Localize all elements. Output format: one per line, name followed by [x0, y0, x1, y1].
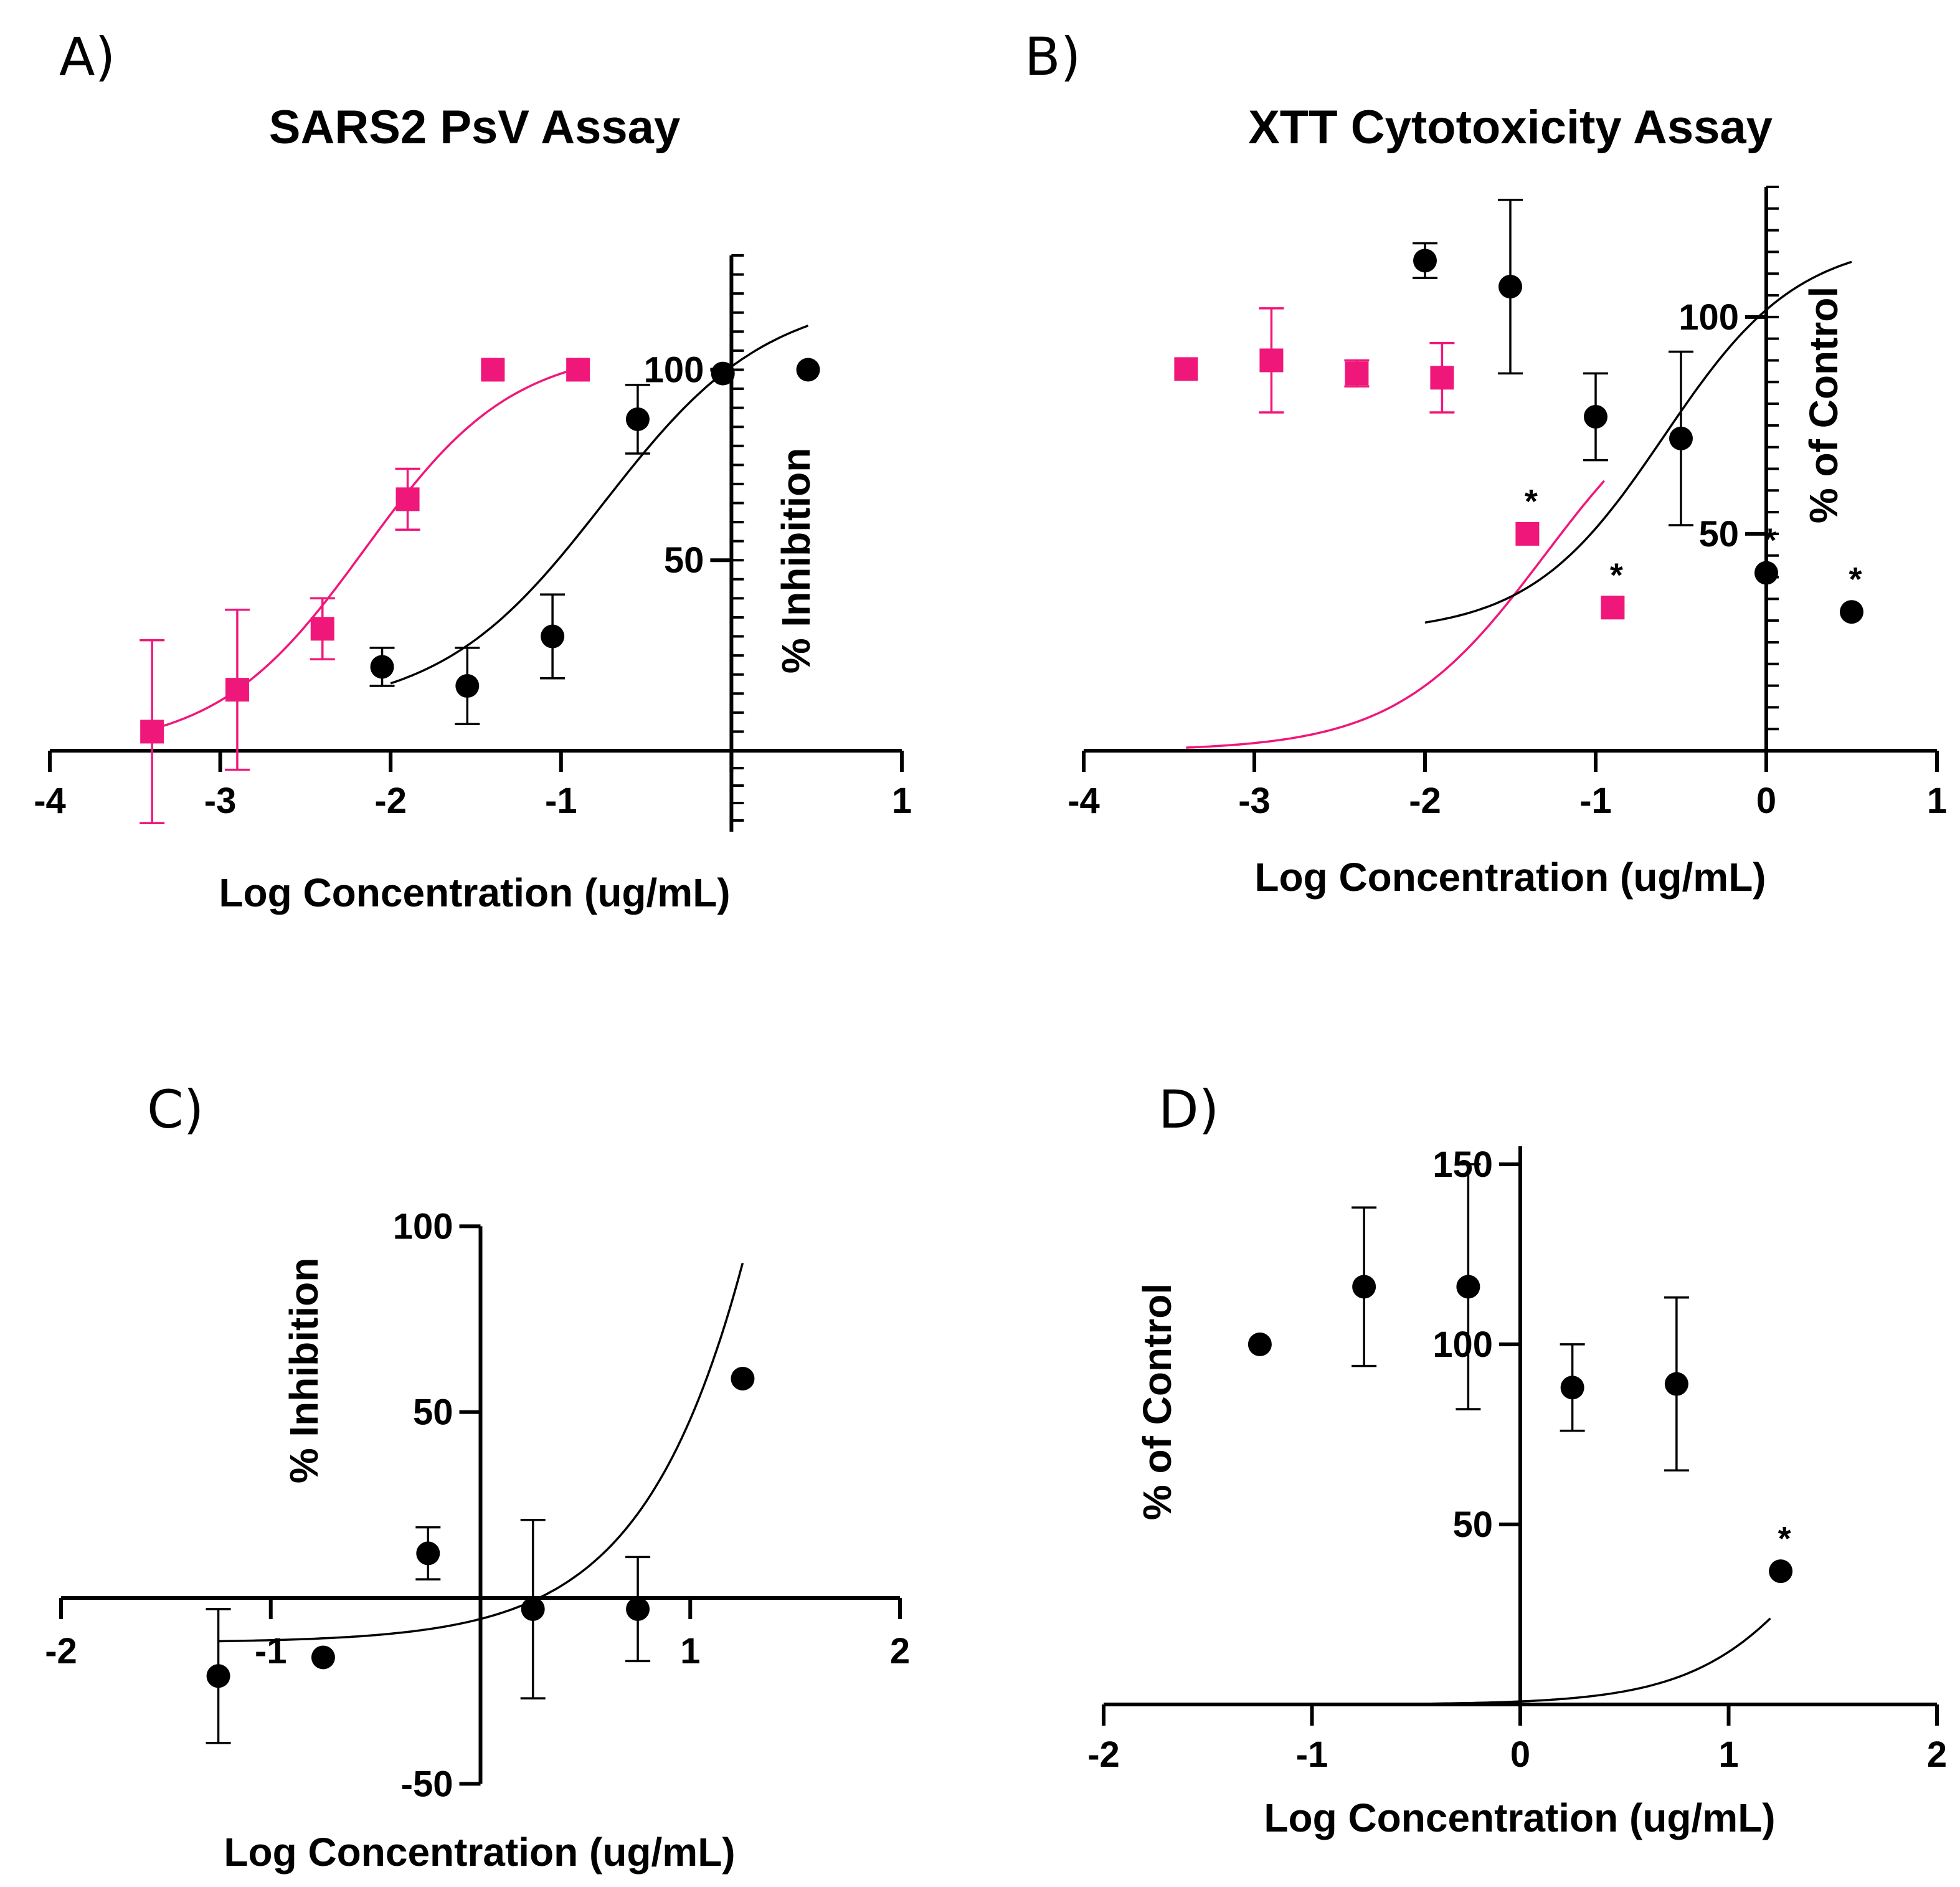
data-point-black: [1560, 1376, 1584, 1400]
significance-star: *: [1525, 483, 1538, 520]
x-tick-label: -2: [45, 1631, 77, 1671]
x-tick-label: -2: [1087, 1734, 1120, 1775]
fit-curve-black: [390, 325, 809, 685]
x-axis-label: Log Concentration (ug/mL): [1264, 1795, 1775, 1840]
data-point-pink: [1430, 366, 1454, 390]
fit-curve-black: [218, 1262, 744, 1643]
data-point-black: [1840, 600, 1863, 624]
data-point-black: [455, 674, 480, 698]
x-tick-label: 0: [1510, 1734, 1530, 1775]
data-point-black: [625, 407, 650, 431]
data-point-black: [1584, 404, 1607, 429]
panel-label: C): [147, 1079, 204, 1140]
data-point-pink: [566, 358, 590, 382]
x-tick-label: -1: [1296, 1734, 1328, 1775]
y-tick-label: 50: [1698, 514, 1739, 554]
data-point-black: [1498, 275, 1522, 299]
x-tick-label: -2: [374, 781, 407, 821]
x-tick-label: 0: [1756, 781, 1776, 821]
fit-curve-black: [1312, 1617, 1771, 1706]
y-tick-label: -50: [401, 1764, 453, 1804]
data-point-pink: [310, 617, 334, 641]
panel-c: C) -2 -1 1 2 -50 50 100 Log Concentration (ug/mL…: [45, 1079, 910, 1875]
data-point-black: [206, 1664, 230, 1688]
x-tick-label: -1: [255, 1631, 287, 1671]
panel-label: B): [1025, 26, 1081, 87]
fit-curve-pink: [151, 369, 570, 731]
y-tick-label: 50: [413, 1392, 453, 1433]
x-tick-label: 2: [1927, 1734, 1947, 1775]
y-tick-label: 50: [1452, 1504, 1493, 1545]
data-point-black: [311, 1645, 335, 1670]
y-axis-label: % of Control: [1135, 1283, 1180, 1520]
y-axis-label: % Inhibition: [282, 1258, 326, 1484]
y-tick-label: 100: [1432, 1324, 1493, 1365]
y-axis-label: % of Control: [1801, 287, 1846, 523]
panel-label: D): [1158, 1079, 1219, 1140]
data-point-black: [626, 1597, 650, 1621]
chart-title: SARS2 PsV Assay: [269, 101, 680, 154]
significance-star: *: [1610, 556, 1623, 594]
x-tick-label: 1: [1718, 1734, 1738, 1775]
data-point-black: [1247, 1332, 1272, 1356]
fit-curve-pink: [1186, 480, 1606, 749]
data-point-black: [711, 361, 735, 386]
y-tick-label: 50: [664, 540, 704, 581]
x-tick-label: 1: [1927, 781, 1947, 821]
panel-a: A) SARS2 PsV Assay -4 -3 -2 -1 1 50 100 Log Conce…: [34, 26, 912, 915]
x-tick-label: -3: [1238, 781, 1271, 821]
data-point-black: [1754, 561, 1778, 585]
x-tick-label: -3: [204, 781, 237, 821]
data-point-pink: [1345, 361, 1369, 386]
y-tick-label: 100: [1678, 297, 1739, 338]
y-tick-label: 100: [393, 1206, 453, 1247]
data-point-pink: [1515, 521, 1540, 546]
panel-b: B) XTT Cytotoxicity Assay -4 -3 -2 -1 0 1 50 100 L…: [1025, 26, 1947, 900]
chart-title: XTT Cytotoxicity Assay: [1248, 101, 1773, 154]
data-point-pink: [1259, 348, 1284, 373]
x-tick-label: -1: [545, 781, 577, 821]
x-axis-label: Log Concentration (ug/mL): [1254, 855, 1766, 900]
x-axis-label: Log Concentration (ug/mL): [224, 1830, 735, 1875]
x-tick-label: 1: [892, 781, 912, 821]
data-point-black: [521, 1597, 545, 1621]
data-point-pink: [395, 487, 420, 511]
data-point-black: [1664, 1372, 1688, 1396]
x-tick-label: 1: [680, 1631, 700, 1671]
y-tick-label: 100: [644, 349, 704, 390]
x-tick-label: -4: [34, 781, 66, 821]
x-tick-label: 2: [890, 1631, 910, 1671]
data-point-pink: [1174, 357, 1198, 381]
x-tick-label: -2: [1409, 781, 1441, 821]
x-tick-label: -4: [1068, 781, 1100, 821]
significance-star: *: [1778, 1520, 1791, 1557]
data-point-black: [416, 1541, 440, 1566]
data-point-pink: [225, 678, 249, 702]
data-point-pink: [1601, 596, 1625, 620]
data-point-pink: [481, 358, 505, 382]
data-point-black: [1769, 1559, 1793, 1584]
data-point-pink: [140, 720, 164, 744]
x-axis-label: Log Concentration (ug/mL): [219, 870, 730, 915]
panel-label: A): [59, 26, 115, 87]
data-point-black: [1456, 1275, 1480, 1299]
data-point-black: [1669, 426, 1693, 450]
x-tick-label: -1: [1579, 781, 1612, 821]
data-point-black: [796, 358, 820, 382]
y-axis-label: % Inhibition: [774, 448, 818, 674]
data-point-black: [370, 655, 394, 679]
data-point-black: [541, 624, 565, 649]
significance-star: *: [1763, 522, 1776, 559]
significance-star: *: [1849, 561, 1862, 598]
data-point-black: [1413, 249, 1437, 273]
data-point-black: [731, 1366, 755, 1390]
data-point-black: [1352, 1275, 1376, 1299]
fit-curve-black: [1424, 260, 1852, 624]
